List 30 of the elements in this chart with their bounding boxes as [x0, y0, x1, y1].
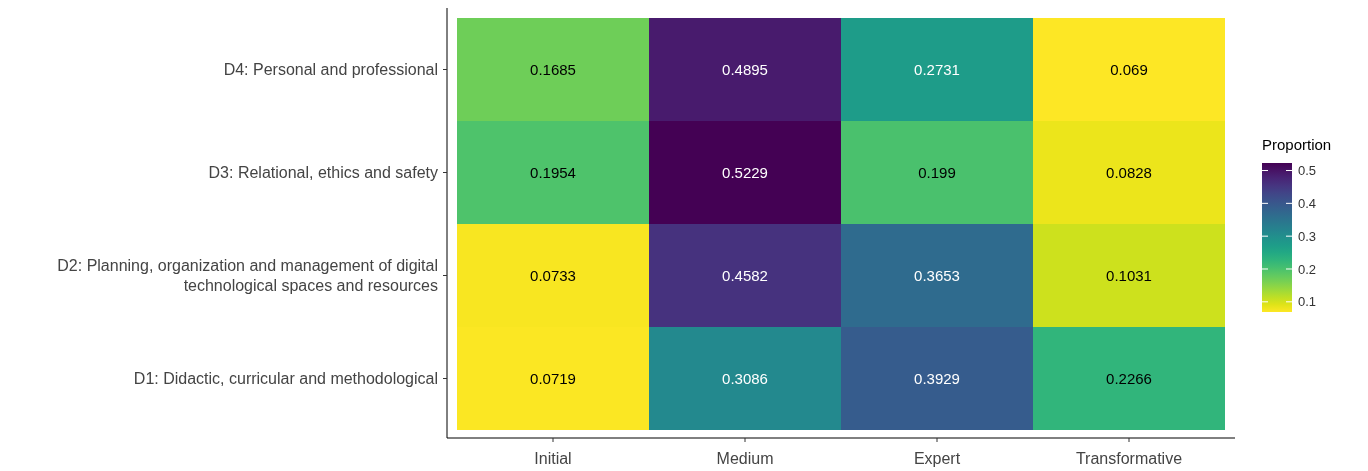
data-label: 0.3086	[722, 369, 768, 387]
data-label: 0.3929	[914, 369, 960, 387]
color-bar-label: 0.3	[1298, 228, 1317, 244]
data-label: 0.1031	[1106, 266, 1152, 284]
y-tick-label: D4: Personal and professional	[223, 61, 438, 79]
data-label: 0.069	[1110, 60, 1148, 78]
y-tick-label: D2: Planning, organization and management of digital technological spaces and resources	[57, 257, 438, 295]
x-tick-label: Initial	[534, 449, 572, 467]
data-label: 0.1685	[530, 60, 576, 78]
x-tick-label: Expert	[913, 449, 961, 467]
x-tick-label: Transformative	[1075, 449, 1183, 467]
x-tick-label: Medium	[716, 449, 774, 467]
color-bar-label: 0.2	[1298, 261, 1317, 277]
data-label: 0.0828	[1106, 163, 1152, 181]
color-bar-label: 0.4	[1298, 195, 1317, 211]
data-label: 0.5229	[722, 163, 768, 181]
data-label: 0.0733	[530, 266, 576, 284]
color-bar-title: Proportion	[1262, 136, 1332, 153]
color-bar-label: 0.5	[1298, 163, 1317, 179]
data-label: 0.2266	[1106, 369, 1152, 387]
data-label: 0.4895	[722, 60, 768, 78]
color-bar-label: 0.1	[1298, 294, 1317, 310]
y-tick-label: D3: Relational, ethics and safety	[208, 164, 438, 182]
y-tick-label: D1: Didactic, curricular and methodological	[133, 370, 438, 388]
data-label: 0.3653	[914, 266, 960, 284]
data-label: 0.0719	[530, 369, 576, 387]
data-label: 0.1954	[530, 163, 576, 181]
data-label: 0.2731	[914, 60, 960, 78]
data-label: 0.4582	[722, 266, 768, 284]
data-label: 0.199	[918, 163, 956, 181]
